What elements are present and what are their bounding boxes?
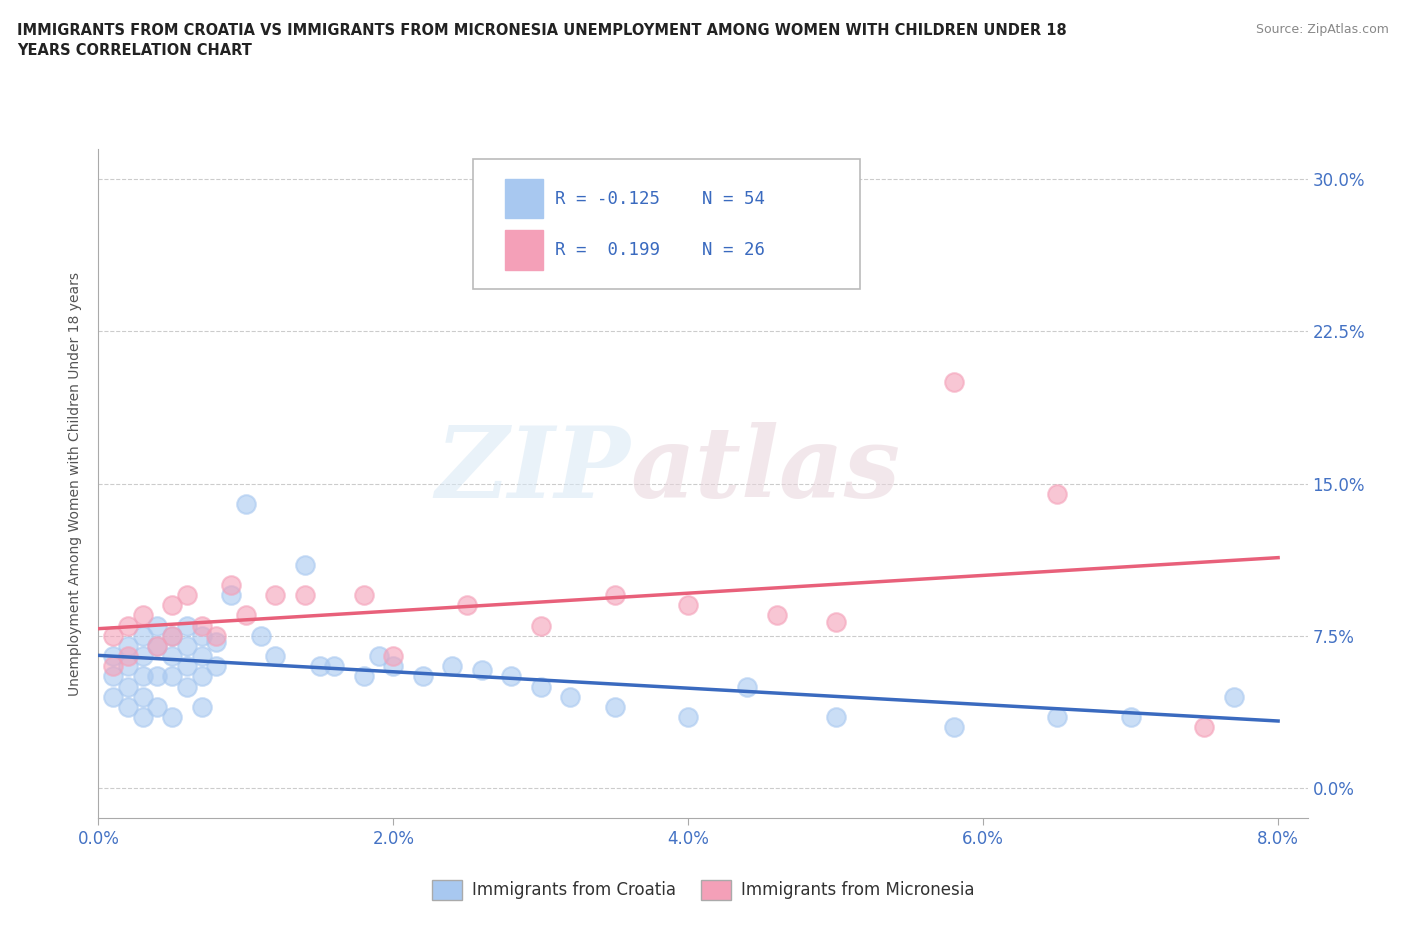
Point xyxy=(117,639,139,654)
Point xyxy=(1046,710,1069,724)
Point xyxy=(219,588,242,603)
Point xyxy=(942,720,965,735)
Point xyxy=(160,669,183,684)
Point xyxy=(471,663,494,678)
Point xyxy=(146,618,169,633)
Point xyxy=(205,658,228,673)
Point xyxy=(678,710,700,724)
Point xyxy=(824,614,846,629)
Point xyxy=(146,699,169,714)
Point xyxy=(190,629,212,644)
Point xyxy=(101,669,124,684)
Y-axis label: Unemployment Among Women with Children Under 18 years: Unemployment Among Women with Children U… xyxy=(69,272,83,696)
Point xyxy=(382,648,405,663)
Point xyxy=(249,629,271,644)
Point xyxy=(942,375,965,390)
Point xyxy=(190,648,212,663)
Point xyxy=(101,689,124,704)
Point xyxy=(294,588,316,603)
Point xyxy=(160,710,183,724)
Point xyxy=(131,648,153,663)
Point xyxy=(1223,689,1246,704)
Point xyxy=(1046,486,1069,501)
Point xyxy=(367,648,389,663)
Point xyxy=(160,598,183,613)
Point xyxy=(323,658,346,673)
Point xyxy=(160,648,183,663)
Point xyxy=(765,608,787,623)
Text: Source: ZipAtlas.com: Source: ZipAtlas.com xyxy=(1256,23,1389,36)
Point xyxy=(190,699,212,714)
Text: ZIP: ZIP xyxy=(436,422,630,518)
Point xyxy=(205,629,228,644)
Point xyxy=(353,669,375,684)
Point xyxy=(117,648,139,663)
FancyBboxPatch shape xyxy=(474,159,860,289)
Point xyxy=(382,658,405,673)
Point xyxy=(1119,710,1142,724)
Point xyxy=(117,658,139,673)
Point xyxy=(560,689,582,704)
Point xyxy=(219,578,242,592)
Legend: Immigrants from Croatia, Immigrants from Micronesia: Immigrants from Croatia, Immigrants from… xyxy=(425,873,981,906)
Point xyxy=(131,710,153,724)
FancyBboxPatch shape xyxy=(505,179,543,219)
Point xyxy=(117,618,139,633)
Point xyxy=(146,639,169,654)
Point xyxy=(176,588,198,603)
Point xyxy=(412,669,434,684)
FancyBboxPatch shape xyxy=(505,231,543,270)
Point xyxy=(264,588,287,603)
Point xyxy=(101,629,124,644)
Point xyxy=(101,658,124,673)
Point xyxy=(294,557,316,572)
Point xyxy=(603,588,626,603)
Point xyxy=(176,618,198,633)
Point xyxy=(131,689,153,704)
Point xyxy=(308,658,330,673)
Point xyxy=(160,629,183,644)
Point xyxy=(190,618,212,633)
Text: atlas: atlas xyxy=(630,422,900,518)
Point xyxy=(176,679,198,694)
Point xyxy=(735,679,758,694)
Point xyxy=(1194,720,1216,735)
Point xyxy=(235,497,257,512)
Point xyxy=(530,679,553,694)
Point xyxy=(530,618,553,633)
Point xyxy=(678,598,700,613)
Point xyxy=(131,629,153,644)
Point xyxy=(146,639,169,654)
Point xyxy=(441,658,464,673)
Text: R = -0.125    N = 54: R = -0.125 N = 54 xyxy=(555,190,765,207)
Point xyxy=(235,608,257,623)
Point xyxy=(117,679,139,694)
Text: IMMIGRANTS FROM CROATIA VS IMMIGRANTS FROM MICRONESIA UNEMPLOYMENT AMONG WOMEN W: IMMIGRANTS FROM CROATIA VS IMMIGRANTS FR… xyxy=(17,23,1067,58)
Point xyxy=(205,634,228,649)
Point xyxy=(146,669,169,684)
Point xyxy=(456,598,478,613)
Point xyxy=(176,639,198,654)
Point xyxy=(131,669,153,684)
Text: R =  0.199    N = 26: R = 0.199 N = 26 xyxy=(555,241,765,259)
Point xyxy=(824,710,846,724)
Point xyxy=(190,669,212,684)
Point xyxy=(603,699,626,714)
Point xyxy=(160,629,183,644)
Point xyxy=(176,658,198,673)
Point xyxy=(353,588,375,603)
Point xyxy=(101,648,124,663)
Point xyxy=(501,669,523,684)
Point xyxy=(264,648,287,663)
Point xyxy=(131,608,153,623)
Point xyxy=(117,699,139,714)
